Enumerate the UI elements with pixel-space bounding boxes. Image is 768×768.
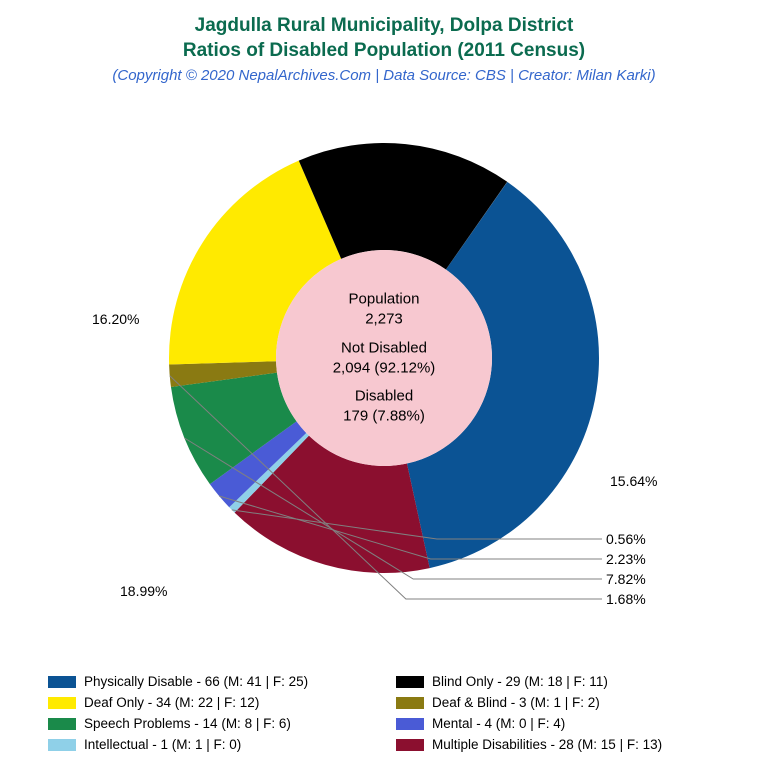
slice-label-mental: 2.23%	[606, 551, 646, 567]
center-pop-label: Population	[284, 289, 484, 309]
legend-label: Deaf Only - 34 (M: 22 | F: 12)	[84, 695, 259, 710]
legend-item: Deaf Only - 34 (M: 22 | F: 12)	[48, 695, 372, 710]
slice-label-intellectual: 0.56%	[606, 531, 646, 547]
legend-swatch	[48, 697, 76, 709]
legend-label: Deaf & Blind - 3 (M: 1 | F: 2)	[432, 695, 600, 710]
slice-label-blind: 16.20%	[92, 311, 139, 327]
slice-label-deafblind: 1.68%	[606, 591, 646, 607]
center-nd-label: Not Disabled	[284, 338, 484, 358]
legend-swatch	[48, 676, 76, 688]
slice-label-deaf: 18.99%	[120, 583, 167, 599]
center-d-value: 179 (7.88%)	[284, 407, 484, 427]
subtitle: (Copyright © 2020 NepalArchives.Com | Da…	[0, 67, 768, 84]
slice-label-speech: 7.82%	[606, 571, 646, 587]
center-d-label: Disabled	[284, 386, 484, 406]
legend-item: Mental - 4 (M: 0 | F: 4)	[396, 716, 720, 731]
legend-label: Speech Problems - 14 (M: 8 | F: 6)	[84, 716, 291, 731]
legend-item: Speech Problems - 14 (M: 8 | F: 6)	[48, 716, 372, 731]
legend: Physically Disable - 66 (M: 41 | F: 25) B…	[48, 674, 720, 752]
legend-label: Intellectual - 1 (M: 1 | F: 0)	[84, 737, 241, 752]
legend-item: Multiple Disabilities - 28 (M: 15 | F: 1…	[396, 737, 720, 752]
legend-item: Physically Disable - 66 (M: 41 | F: 25)	[48, 674, 372, 689]
legend-item: Intellectual - 1 (M: 1 | F: 0)	[48, 737, 372, 752]
center-pop-value: 2,273	[284, 310, 484, 330]
legend-swatch	[396, 676, 424, 688]
legend-label: Blind Only - 29 (M: 18 | F: 11)	[432, 674, 608, 689]
legend-swatch	[48, 718, 76, 730]
legend-label: Multiple Disabilities - 28 (M: 15 | F: 1…	[432, 737, 662, 752]
slice-label-physically: 36.87%	[428, 197, 475, 213]
legend-label: Mental - 4 (M: 0 | F: 4)	[432, 716, 565, 731]
legend-swatch	[396, 697, 424, 709]
legend-swatch	[48, 739, 76, 751]
slice-label-multiple: 15.64%	[610, 473, 657, 489]
legend-item: Blind Only - 29 (M: 18 | F: 11)	[396, 674, 720, 689]
donut-chart: 36.87% 16.20% 18.99% 15.64% 0.56% 2.23% 7.82% 1…	[0, 98, 768, 618]
title-line-1: Jagdulla Rural Municipality, Dolpa Distr…	[0, 14, 768, 39]
title-line-2: Ratios of Disabled Population (2011 Cens…	[0, 39, 768, 64]
legend-item: Deaf & Blind - 3 (M: 1 | F: 2)	[396, 695, 720, 710]
center-nd-value: 2,094 (92.12%)	[284, 358, 484, 378]
title-block: Jagdulla Rural Municipality, Dolpa Distr…	[0, 0, 768, 84]
center-text: Population 2,273 Not Disabled 2,094 (92.…	[284, 281, 484, 435]
legend-swatch	[396, 718, 424, 730]
legend-swatch	[396, 739, 424, 751]
legend-label: Physically Disable - 66 (M: 41 | F: 25)	[84, 674, 308, 689]
